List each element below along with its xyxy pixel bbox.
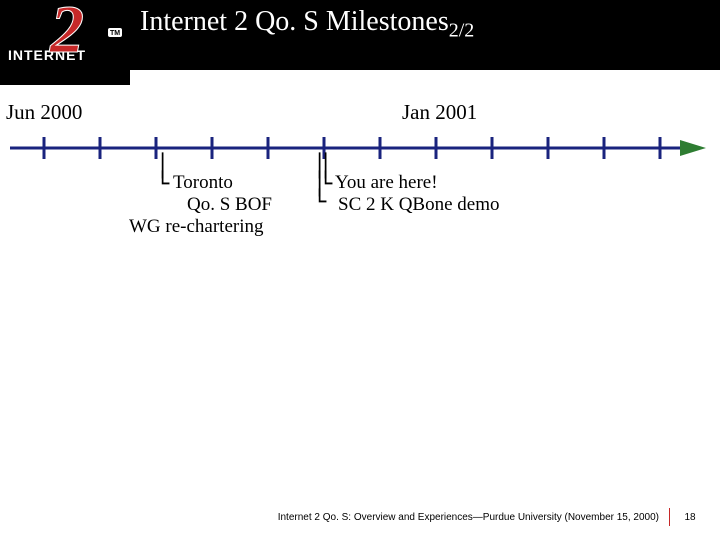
title-subscript: 2/2	[449, 20, 475, 42]
timeline-label-end: Jan 2001	[402, 100, 477, 125]
callout-line: SC 2 K QBone demo	[335, 194, 500, 216]
callout-line: You are here!	[335, 172, 438, 193]
timeline-label-start: Jun 2000	[6, 100, 82, 125]
slide-footer: Internet 2 Qo. S: Overview and Experienc…	[278, 508, 700, 526]
footer-page-number: 18	[680, 512, 700, 523]
footer-text: Internet 2 Qo. S: Overview and Experienc…	[278, 512, 659, 523]
callout-line: Qo. S BOF	[173, 194, 272, 216]
timeline: Jun 2000 Jan 2001 │└ ││└ │└ Toronto Qo. …	[0, 100, 720, 300]
callout-toronto: Toronto Qo. S BOF WG re-chartering	[173, 172, 272, 238]
callout-you-are-here: You are here! SC 2 K QBone demo	[335, 172, 500, 216]
logo-tm: TM	[110, 30, 120, 37]
slide-title: Internet 2 Qo. S Milestones2/2	[140, 6, 474, 43]
svg-text:2: 2	[49, 0, 84, 67]
callout-line: Toronto	[173, 172, 233, 193]
internet2-logo: INTERNET 2 2 TM	[0, 0, 130, 85]
timeline-axis	[0, 128, 720, 178]
footer-divider	[669, 508, 670, 526]
title-main: Internet 2 Qo. S Milestones	[140, 6, 449, 37]
callout-line: WG re-chartering	[129, 216, 272, 238]
